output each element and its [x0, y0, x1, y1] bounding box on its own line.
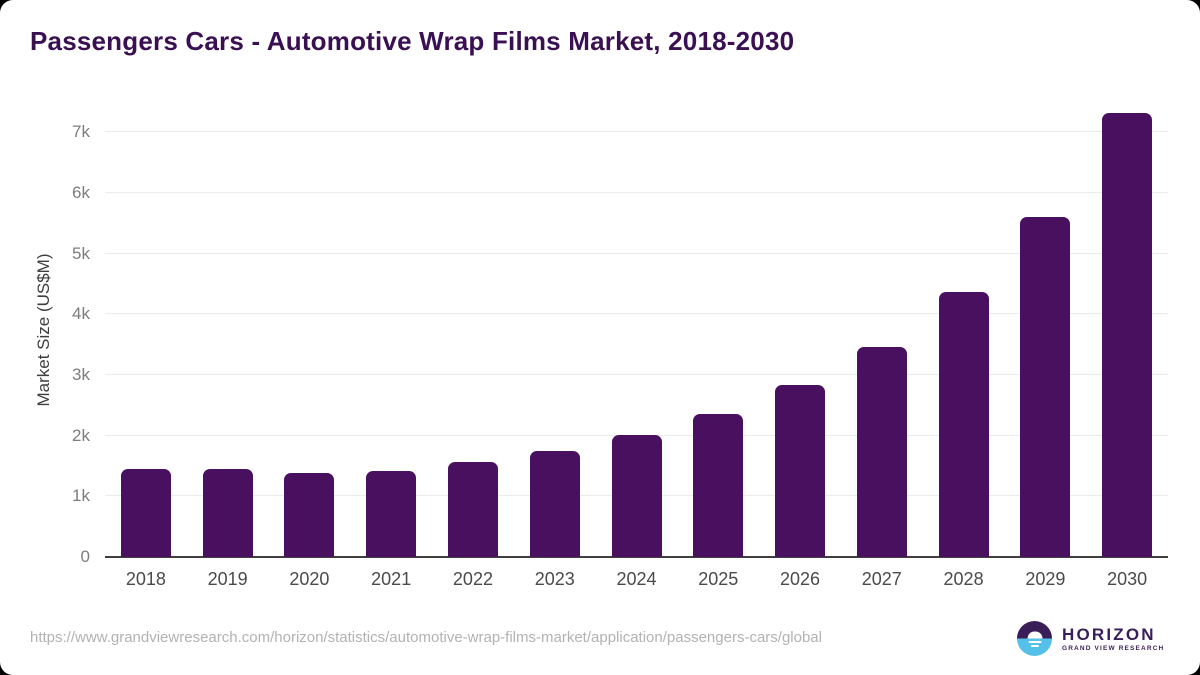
- y-tick-label-1k: 1k: [72, 486, 90, 506]
- x-axis-label-2023: 2023: [534, 569, 575, 589]
- chart-bar-2019: [202, 468, 253, 557]
- horizon-sunset-icon: [1017, 621, 1052, 656]
- chart-bar-2020: [284, 473, 335, 557]
- y-tick-label-6k: 6k: [72, 182, 90, 202]
- x-axis-label-2020: 2020: [289, 569, 330, 589]
- gridline-3k: [105, 373, 1168, 375]
- x-axis-labels: 2018 2019 2020 2021 2022 2023 2024 2025 2026 2027…: [105, 569, 1168, 595]
- x-axis-label-2029: 2029: [1025, 569, 1066, 589]
- chart-bar-2027: [856, 346, 907, 557]
- chart-bar-2023: [529, 450, 580, 557]
- x-axis-label-2018: 2018: [125, 569, 166, 589]
- chart-bar-2022: [447, 461, 498, 557]
- chart-bar-2018: [120, 469, 171, 557]
- x-axis-label-2027: 2027: [861, 569, 902, 589]
- gridline-7k: [105, 131, 1168, 133]
- x-axis-label-2025: 2025: [698, 569, 739, 589]
- source-url: https://www.grandviewresearch.com/horizo…: [30, 629, 822, 646]
- chart-bar-2030: [1102, 113, 1153, 557]
- x-axis-line: [105, 556, 1168, 558]
- y-tick-label-5k: 5k: [72, 243, 90, 263]
- chart-bar-2024: [611, 435, 662, 557]
- x-axis-label-2024: 2024: [616, 569, 657, 589]
- x-axis-label-2022: 2022: [452, 569, 493, 589]
- x-axis-label-2028: 2028: [943, 569, 984, 589]
- chart-plot-area: [105, 0, 1168, 558]
- x-axis-label-2030: 2030: [1107, 569, 1148, 589]
- x-axis-label-2019: 2019: [207, 569, 248, 589]
- x-axis-label-2021: 2021: [371, 569, 412, 589]
- chart-bar-2029: [1020, 217, 1071, 557]
- x-axis-label-2026: 2026: [780, 569, 821, 589]
- y-tick-label-0: 0: [80, 547, 90, 566]
- y-tick-label-3k: 3k: [72, 364, 90, 384]
- gridline-6k: [105, 191, 1168, 193]
- chart-bar-2026: [775, 384, 826, 557]
- horizon-logo: HORIZON GRAND VIEW RESEARCH: [1017, 621, 1164, 656]
- chart-bar-2028: [938, 292, 989, 557]
- y-tick-label-2k: 2k: [72, 425, 90, 445]
- y-axis-ticks: 0 1k 2k 3k 4k 5k 6k 7k: [0, 0, 90, 566]
- logo-name: HORIZON: [1062, 624, 1156, 644]
- y-tick-label-7k: 7k: [72, 122, 90, 142]
- chart-bar-2021: [366, 470, 417, 557]
- page-title: Passengers Cars - Automotive Wrap Films …: [30, 26, 795, 56]
- y-tick-label-4k: 4k: [72, 304, 90, 324]
- gridline-5k: [105, 252, 1168, 254]
- logo-wordmark: HORIZON GRAND VIEW RESEARCH: [1062, 626, 1164, 652]
- chart-bar-2025: [693, 413, 744, 557]
- gridline-4k: [105, 313, 1168, 315]
- logo-subtext: GRAND VIEW RESEARCH: [1062, 644, 1165, 652]
